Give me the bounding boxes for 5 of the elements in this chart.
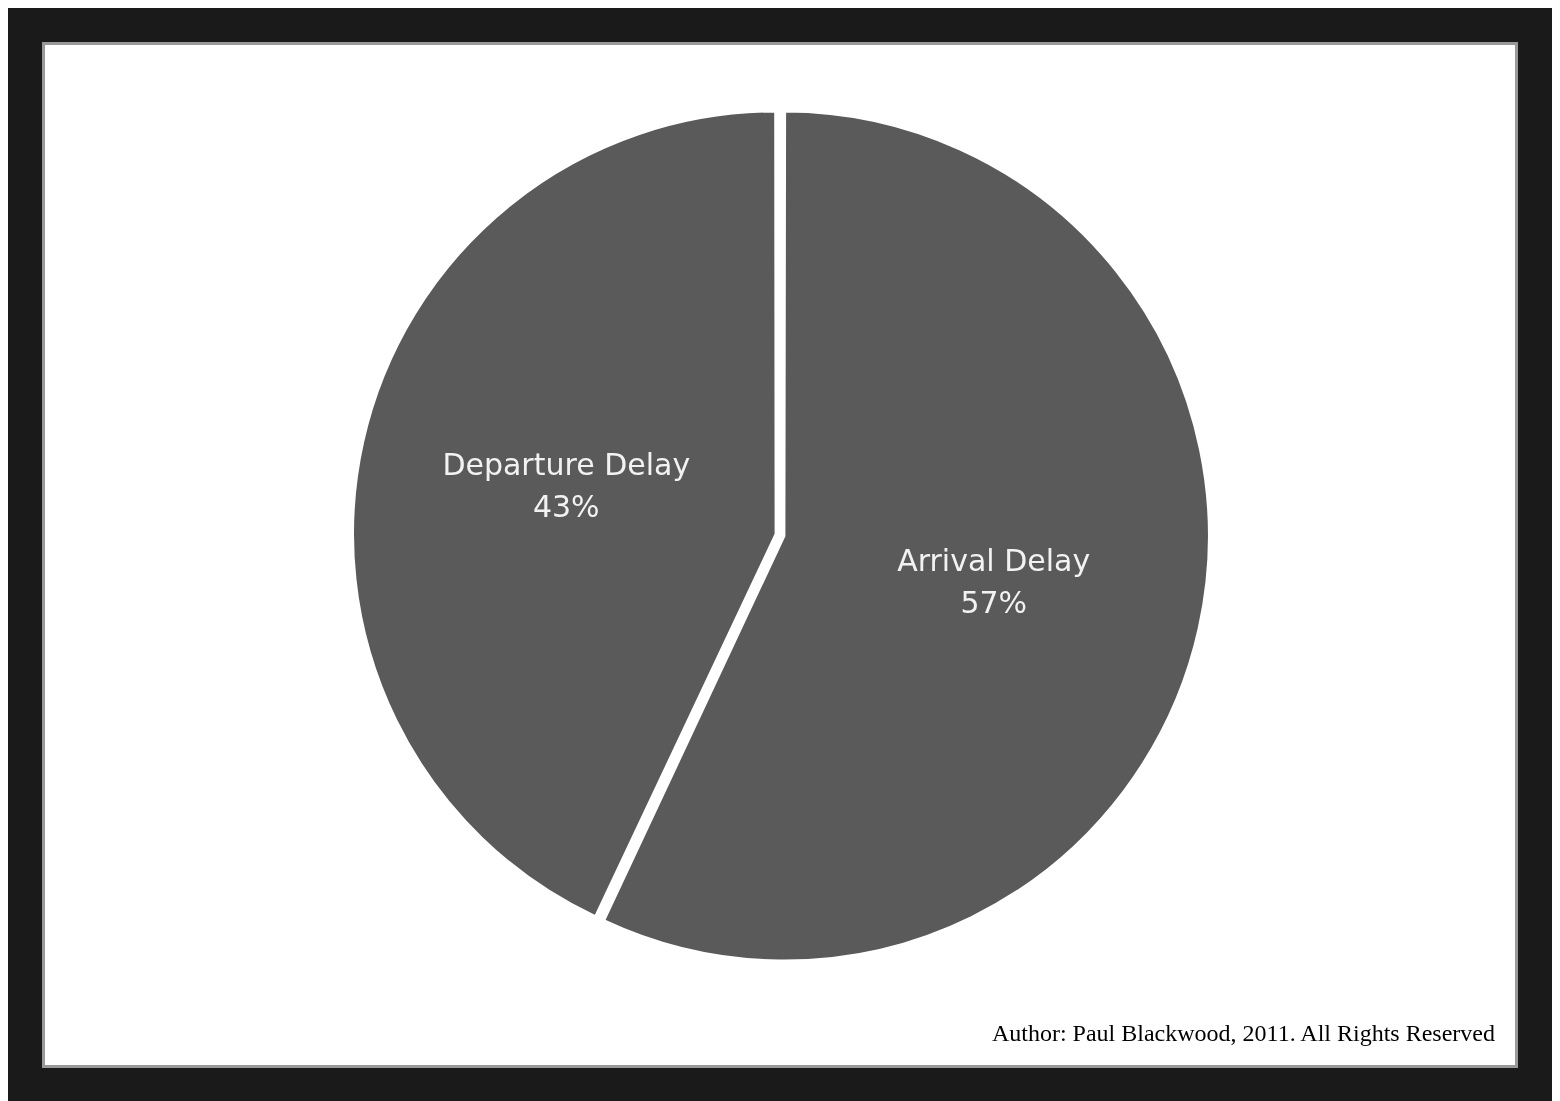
slice-label: Departure Delay bbox=[442, 447, 691, 483]
data-label: 57% bbox=[960, 584, 1028, 620]
slice-label: Arrival Delay bbox=[897, 542, 1091, 578]
data-label: 43% bbox=[532, 489, 600, 525]
text: Author: Paul Blackwood, 2011. All Rights Reserved bbox=[991, 1020, 1495, 1047]
